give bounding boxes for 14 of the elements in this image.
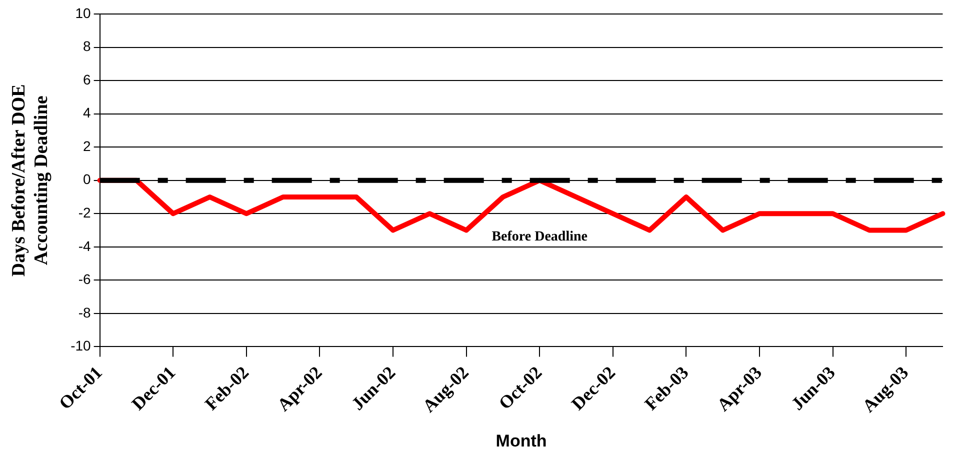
y-tick-label: 0 — [83, 171, 92, 188]
y-tick-label: -10 — [70, 338, 92, 354]
y-tick-label: 2 — [83, 138, 92, 154]
y-tick-label: 4 — [83, 104, 92, 121]
y-tick-label: -6 — [78, 271, 92, 288]
x-axis-title: Month — [496, 431, 547, 450]
y-tick-label: -2 — [78, 204, 92, 220]
y-axis-title: Days Before/After DOE Accounting Deadline — [8, 84, 52, 277]
y-tick-label: -8 — [78, 304, 92, 320]
y-tick-label: 10 — [75, 4, 92, 21]
y-tick-label: 6 — [83, 71, 92, 88]
annotation: Before Deadline — [492, 230, 588, 245]
y-tick-label: 8 — [83, 38, 92, 54]
y-tick-label: -4 — [78, 238, 92, 254]
